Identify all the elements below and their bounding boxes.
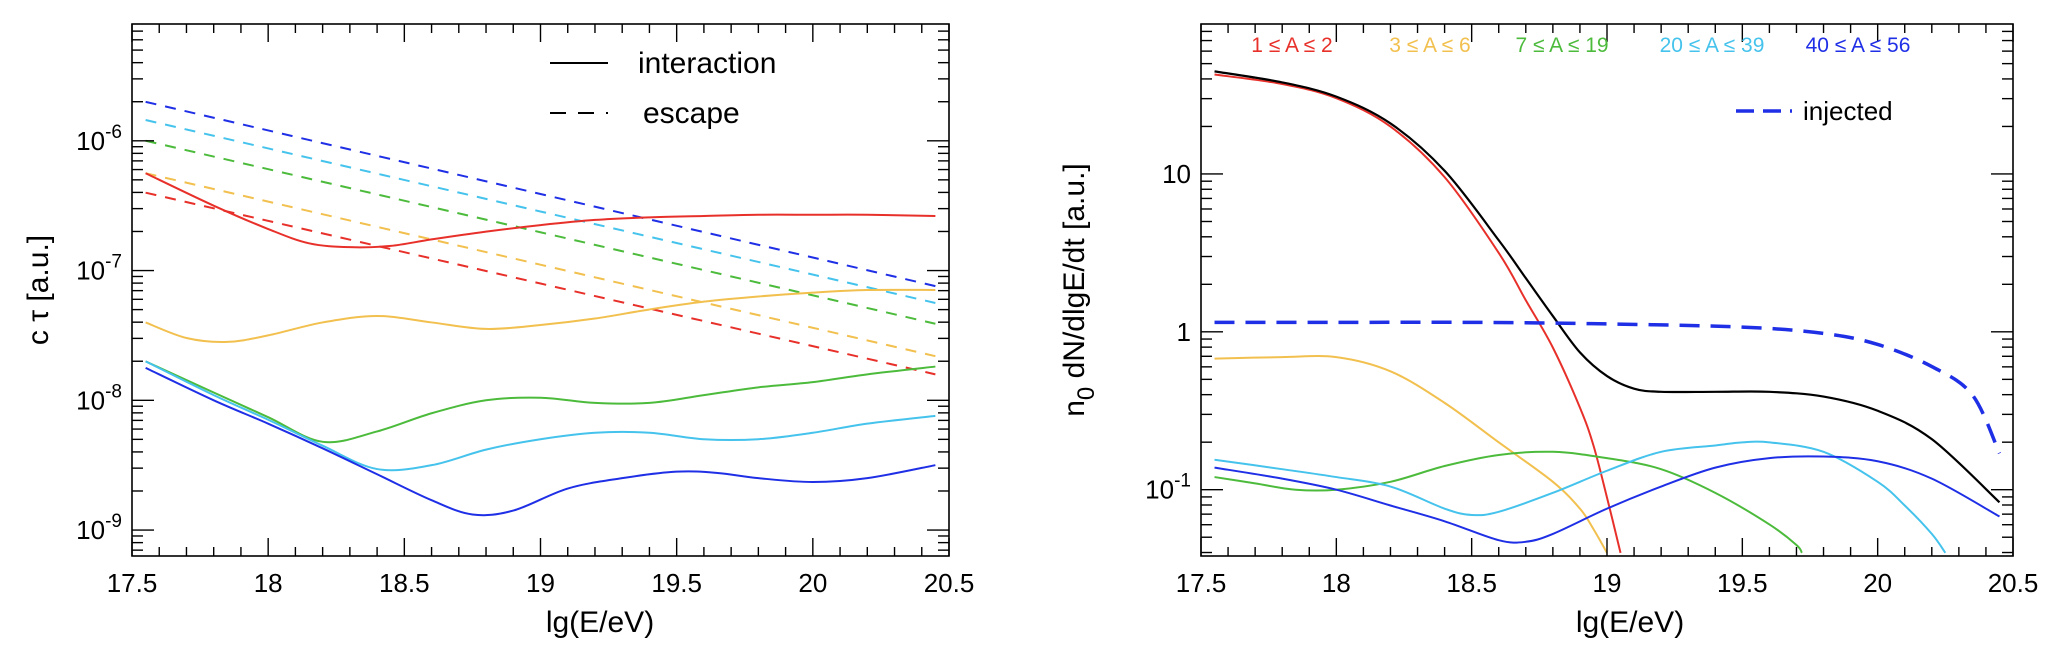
x-tick-label: 19.5 <box>651 568 702 598</box>
chart-spectra: 17.5 18 18.5 19 19.5 20 20.5 10-1 1 10 lg(E/eV) n0 … <box>1058 23 2039 639</box>
y-tick-label: 10-7 <box>76 252 122 286</box>
x-tick-label: 17.5 <box>107 568 158 598</box>
legend-label: interaction <box>638 47 776 80</box>
series-line <box>145 288 936 343</box>
group-label: 20 ≤ A ≤ 39 <box>1660 34 1765 57</box>
y-tick-label: 10-1 <box>1145 471 1191 505</box>
group-label: 3 ≤ A ≤ 6 <box>1389 34 1470 57</box>
y-axis-label: n0 dN/dlgE/dt [a.u.] <box>1058 163 1100 417</box>
series-group <box>145 100 936 517</box>
series-line <box>1214 320 2002 455</box>
series-line <box>145 119 936 304</box>
series-line <box>145 100 936 288</box>
y-tick-label: 10-6 <box>76 122 122 156</box>
series-line <box>1214 455 2000 544</box>
x-tick-label: 20 <box>1863 568 1892 598</box>
series-line <box>145 366 936 517</box>
x-tick-label: 18.5 <box>1446 568 1497 598</box>
x-tick-label: 20 <box>798 568 827 598</box>
series-line <box>145 172 936 249</box>
x-tick-label: 20.5 <box>1988 568 2039 598</box>
series-line <box>1214 440 1947 554</box>
series-line <box>1214 354 1608 554</box>
group-label: 1 ≤ A ≤ 2 <box>1251 34 1332 57</box>
x-tick-label: 18 <box>1322 568 1351 598</box>
x-tick-label: 18.5 <box>379 568 430 598</box>
x-tick-label: 18 <box>254 568 283 598</box>
series-group <box>1214 70 2002 554</box>
series-line <box>1214 70 2001 504</box>
x-tick-label: 19 <box>1593 568 1622 598</box>
group-label: 7 ≤ A ≤ 19 <box>1515 34 1608 57</box>
x-tick-label: 17.5 <box>1176 568 1227 598</box>
y-tick-label: 1 <box>1177 317 1191 347</box>
series-line <box>145 172 936 358</box>
group-label: 40 ≤ A ≤ 56 <box>1806 34 1911 57</box>
series-line <box>145 360 936 444</box>
series-line <box>145 139 936 325</box>
legend-label: injected <box>1803 96 1893 126</box>
x-tick-label: 19 <box>526 568 555 598</box>
x-tick-label: 19.5 <box>1717 568 1768 598</box>
legend-label: escape <box>643 97 740 130</box>
y-axis-label: c τ [a.u.] <box>22 235 55 345</box>
chart-timescales: 17.5 18 18.5 19 19.5 20 20.5 10-9 10-8 10-7 10-6 lg… <box>22 23 975 639</box>
series-line <box>145 191 936 376</box>
x-tick-label: 20.5 <box>924 568 975 598</box>
series-line <box>145 360 936 472</box>
series-line <box>1214 450 1803 554</box>
x-axis-label: lg(E/eV) <box>1576 606 1684 639</box>
y-tick-label: 10 <box>1162 159 1191 189</box>
series-line <box>1214 73 1622 554</box>
x-axis-label: lg(E/eV) <box>546 606 654 639</box>
y-tick-label: 10-8 <box>76 381 122 415</box>
plot-frame <box>131 23 950 557</box>
y-tick-label: 10-9 <box>76 511 122 545</box>
